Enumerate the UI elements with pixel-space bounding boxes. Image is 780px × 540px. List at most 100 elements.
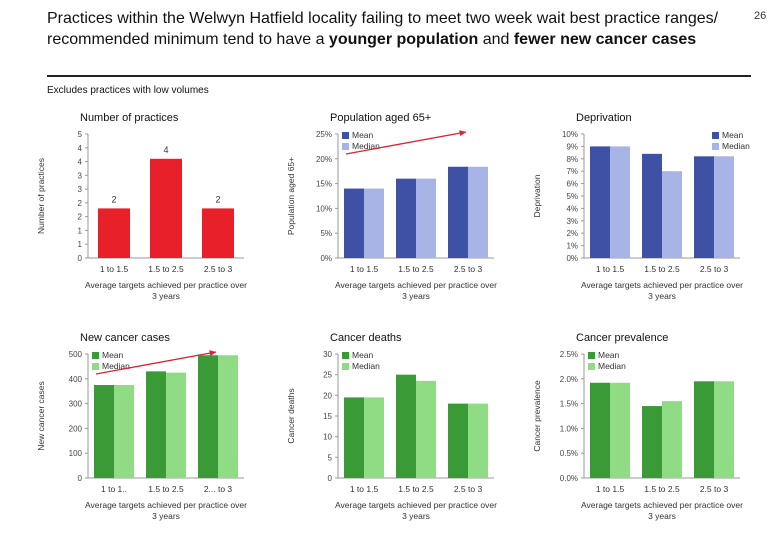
y-tick-label: 5% [566,192,578,201]
x-tick-label: 1 to 1.5 [100,264,129,274]
chart-prevalence: 0.0% 0.5% 1.0% 1.5% 2.0% 2.5% Cancer prevalenc… [532,350,743,521]
title-text: Practices within the Welwyn Hatfield loc… [47,10,719,48]
legend-swatch-mean [342,132,349,139]
chart-title: Deprivation [576,112,632,124]
y-tick-label: 0 [328,474,333,483]
chart-panel-prevalence: Cancer prevalence 0.0% 0.5% 1.0% 1.5% 2.0% 2.… [528,328,768,538]
title-emphasis-population: younger population [328,31,479,48]
y-tick-label: 3 [78,185,83,194]
legend-swatch-median [342,143,349,150]
bar-mean [146,371,166,478]
y-axis-label: New cancer cases [36,381,46,450]
bar-median [662,171,682,258]
y-axis-label: Deprivation [532,174,542,217]
legend-label: Median [722,141,750,151]
title-emphasis-cases: fewer new cancer cases [513,31,697,48]
y-tick-label: 10 [323,433,332,442]
chart-panel-deprivation: Deprivation 0% 1% 2% 3% 4% 5% 6% 7% 8% 9% 10% Depri… [528,108,768,318]
chart-title: Cancer deaths [330,332,402,344]
bar-value [202,208,234,258]
chart-practices: 0 1 1 2 2 3 3 4 4 5 Number of practices 2 1 to 1.5 4 1… [36,130,247,301]
bar-mean [590,146,610,258]
legend-swatch-mean [712,132,719,139]
bar-mean [590,382,610,478]
bar-mean [694,156,714,258]
bar-value [98,208,130,258]
bar-median [662,401,682,478]
x-axis-label: Average targets achieved per practice ov… [85,280,247,301]
legend-label: Median [598,361,626,371]
x-tick-label: 1.5 to 2.5 [398,264,434,274]
legend-swatch-median [712,143,719,150]
chart-title: New cancer cases [80,332,170,344]
y-tick-label: 8% [566,155,578,164]
bar-median [610,146,630,258]
trend-arrow-head [459,130,466,137]
chart-population: 0% 5% 10% 15% 20% 25% Population aged 65+ 1 to … [286,130,497,301]
chart-title: Cancer prevalence [576,332,669,344]
data-label: 2 [215,194,220,204]
y-tick-label: 7% [566,167,578,176]
y-tick-label: 5 [328,453,333,462]
legend-label: Median [102,361,130,371]
y-tick-label: 4% [566,204,578,213]
title-divider [47,75,751,77]
legend-label: Median [352,361,380,371]
bar-median [114,385,134,478]
x-tick-label: 2.5 to 3 [454,264,483,274]
y-tick-label: 20% [316,155,332,164]
chart-deprivation: 0% 1% 2% 3% 4% 5% 6% 7% 8% 9% 10% Deprivation 1 to 1… [532,130,750,301]
bar-mean [642,406,662,478]
trend-arrow-line [345,131,467,155]
y-tick-label: 15% [316,180,332,189]
legend-label: Mean [352,130,374,140]
x-axis-label: Average targets achieved per practice ov… [581,280,743,301]
y-tick-label: 500 [69,350,83,359]
y-tick-label: 3% [566,217,578,226]
legend-label: Mean [722,130,744,140]
data-label: 4 [163,145,168,155]
y-tick-label: 15 [323,412,332,421]
x-tick-label: 1.5 to 2.5 [644,484,680,494]
y-axis-label: Cancer deaths [286,388,296,443]
legend-swatch-median [92,363,99,370]
x-axis-label: Average targets achieved per practice ov… [335,500,497,521]
x-tick-label: 1.5 to 2.5 [644,264,680,274]
x-axis-label: Average targets achieved per practice ov… [335,280,497,301]
y-tick-label: 2.0% [560,375,578,384]
bar-mean [694,381,714,478]
x-tick-label: 1 to 1.5 [350,484,379,494]
chart-panel-newcases: New cancer cases 0 100 200 300 400 500 New can… [32,328,272,538]
chart-newcases: 0 100 200 300 400 500 New cancer cases 1 to 1..… [36,350,247,521]
x-tick-label: 2.5 to 3 [454,484,483,494]
bar-median [416,380,436,478]
legend-label: Mean [102,350,124,360]
bar-mean [448,403,468,478]
y-tick-label: 2 [78,199,83,208]
chart-title: Number of practices [80,112,179,124]
y-tick-label: 1 [78,226,83,235]
x-tick-label: 1.5 to 2.5 [148,264,184,274]
bar-median [218,355,238,478]
bar-mean [396,374,416,478]
bar-mean [198,355,218,478]
x-axis-label: Average targets achieved per practice ov… [581,500,743,521]
y-tick-label: 200 [69,424,83,433]
x-axis-label: Average targets achieved per practice ov… [85,500,247,521]
y-tick-label: 0.0% [560,474,578,483]
y-tick-label: 400 [69,375,83,384]
bar-median [714,381,734,478]
title-connector: and [478,31,514,48]
legend-swatch-mean [588,352,595,359]
x-tick-label: 1 to 1.5 [596,264,625,274]
y-tick-label: 5 [78,130,83,139]
y-tick-label: 4 [78,144,83,153]
bar-median [468,403,488,478]
y-tick-label: 2 [78,213,83,222]
trend-arrow-head [209,350,216,357]
y-tick-label: 0 [78,254,83,263]
legend-label: Median [352,141,380,151]
y-tick-label: 6% [566,180,578,189]
bar-median [364,188,384,258]
x-tick-label: 1.5 to 2.5 [398,484,434,494]
